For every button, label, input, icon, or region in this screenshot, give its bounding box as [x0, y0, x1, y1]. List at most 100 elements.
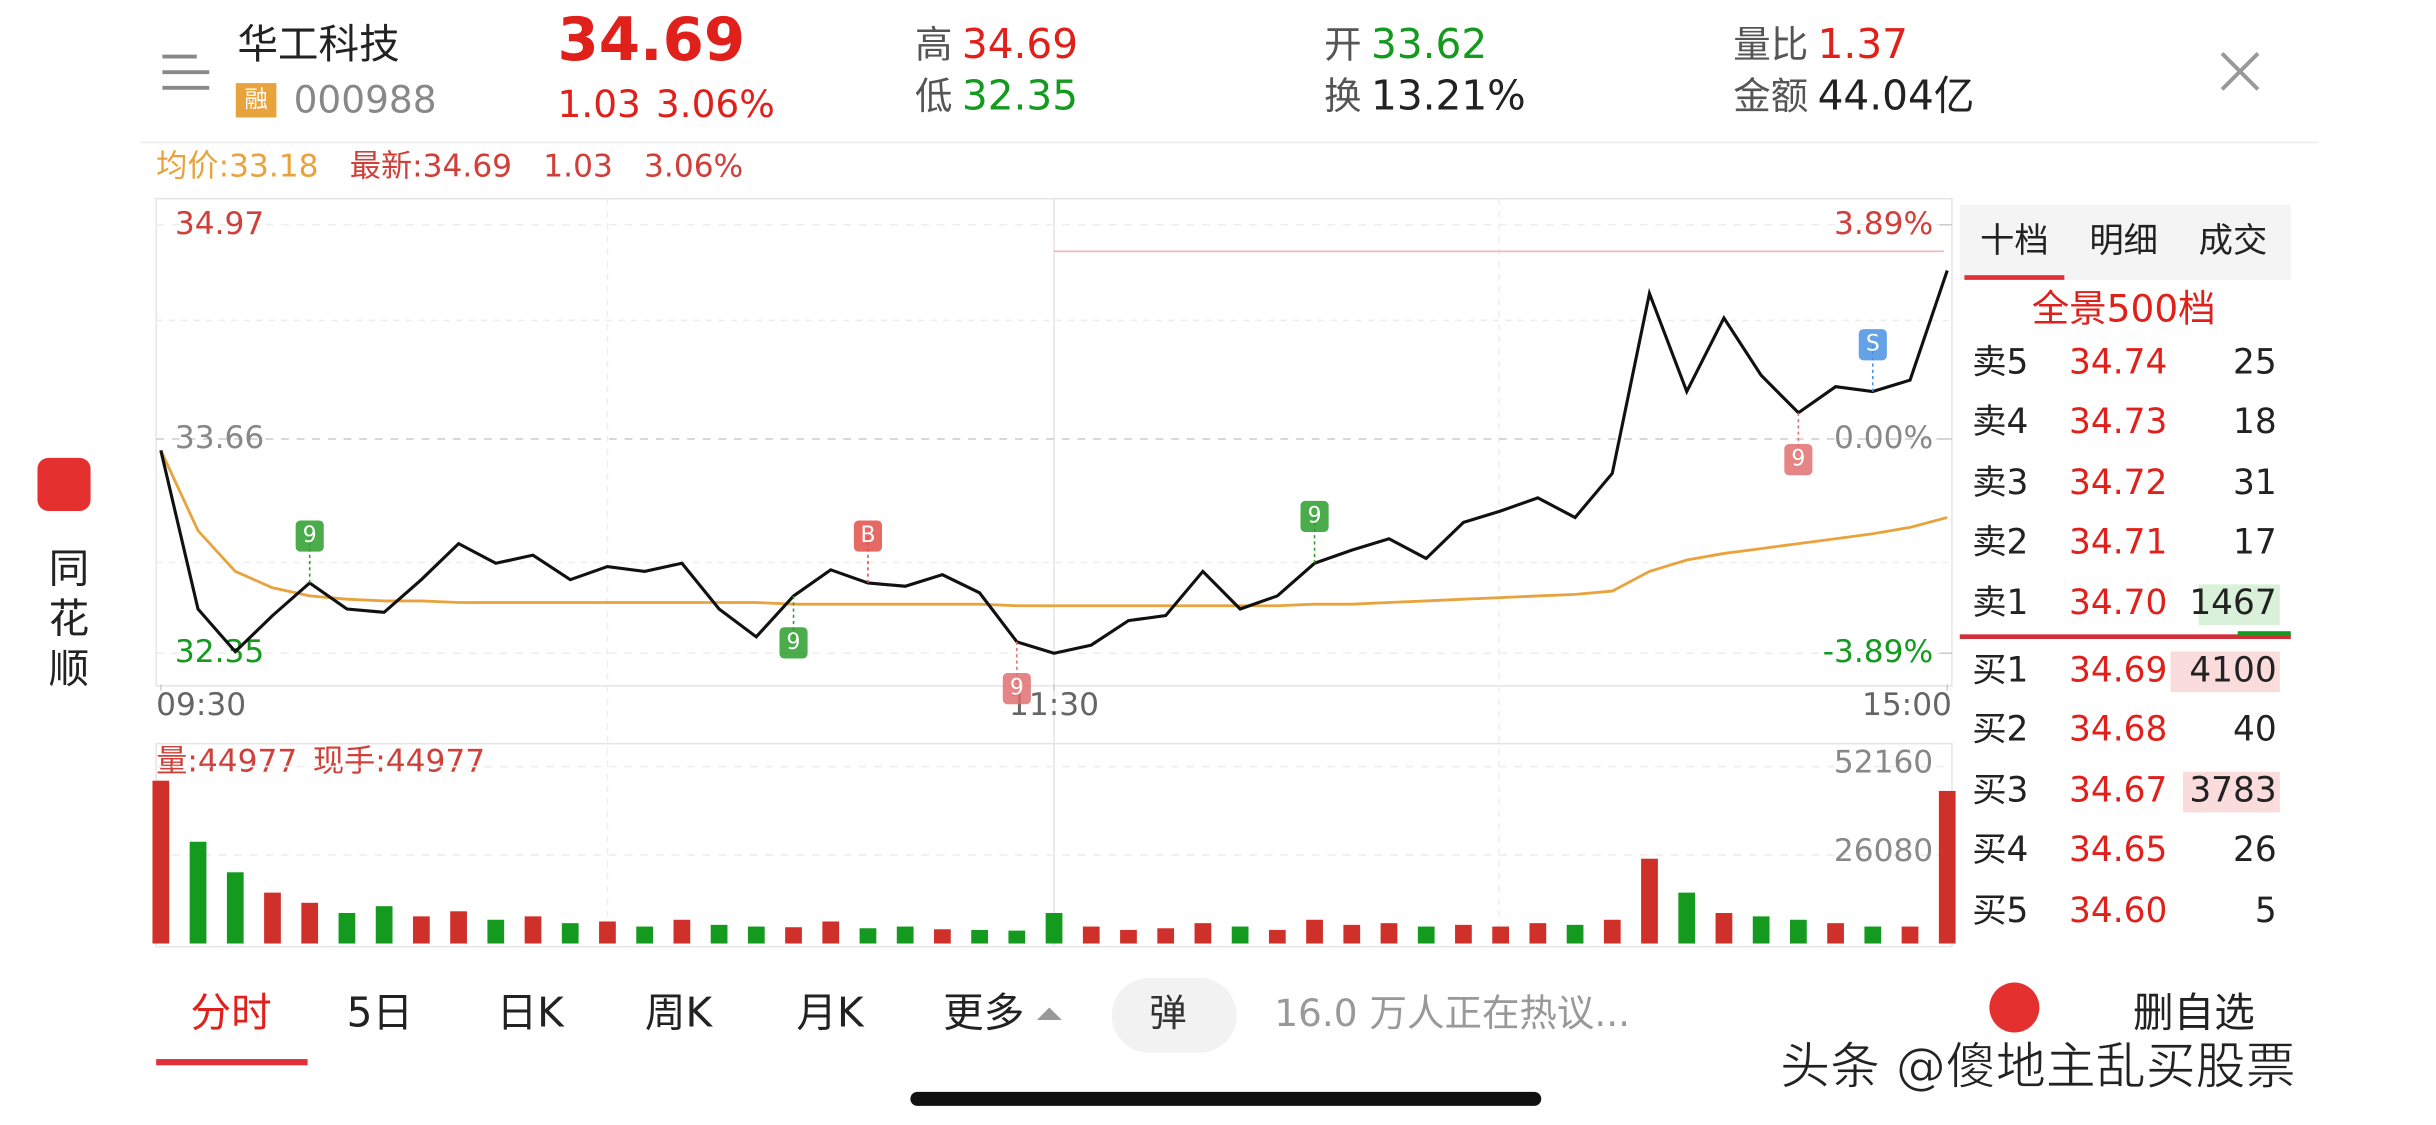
marker-label: 9	[787, 630, 801, 655]
volume-info: 现手:44977	[313, 743, 485, 779]
volume-bar	[1306, 919, 1323, 944]
book-label: 买5	[1972, 891, 2028, 931]
volume-bar	[412, 916, 430, 944]
volume-bar	[189, 841, 207, 944]
marker-label: 9	[1010, 676, 1024, 701]
book-label: 买1	[1972, 650, 2028, 690]
y-tick-label: 33.66	[175, 420, 264, 456]
period-tab[interactable]: 月K	[796, 988, 865, 1036]
price-change: 1.03	[557, 82, 640, 126]
orderbook-tabbar	[1959, 204, 2291, 280]
chart-info: 1.03	[543, 148, 613, 184]
volume-bar	[1492, 926, 1510, 944]
volume-bar	[710, 924, 728, 944]
y-tick-label: 26080	[1834, 833, 1933, 869]
stock-price: 34.69	[557, 5, 745, 74]
volume-bar	[896, 926, 914, 944]
book-qty: 18	[2233, 402, 2277, 442]
volume-bar	[1529, 923, 1547, 944]
volume-bar	[1082, 926, 1100, 944]
chart-info: 3.06%	[644, 148, 743, 184]
marker-badge	[1858, 329, 1887, 361]
danmu-button[interactable]	[1111, 977, 1237, 1053]
marker-label: B	[860, 523, 875, 548]
volume-bar	[1827, 923, 1844, 944]
close-icon[interactable]	[2220, 52, 2260, 91]
volume-bar	[636, 926, 654, 944]
stat-value: 1.37	[1818, 20, 1908, 68]
marker-label: 9	[1308, 503, 1322, 528]
volume-bar	[1045, 912, 1063, 944]
book-tab[interactable]: 十档	[1980, 221, 2049, 261]
volume-bar	[859, 928, 877, 944]
volume-bar	[1455, 924, 1472, 944]
stat-label: 换	[1324, 74, 1361, 118]
book-price: 34.74	[2069, 343, 2167, 383]
volume-bar	[561, 923, 579, 944]
volume-bar	[1008, 930, 1026, 944]
discussion[interactable]: 16.0 万人正在热议...	[1274, 991, 1630, 1035]
app-icon[interactable]	[37, 457, 91, 511]
volume-info: 量:44977	[156, 743, 297, 779]
stat-value: 32.35	[962, 72, 1078, 120]
record-button[interactable]	[1989, 982, 2040, 1033]
period-tab[interactable]: 周K	[645, 988, 714, 1036]
book-label: 买4	[1972, 830, 2028, 870]
volume-bar	[1678, 892, 1696, 944]
book-price: 34.70	[2069, 583, 2167, 623]
book-price: 34.73	[2069, 402, 2167, 442]
qty-bar	[2183, 771, 2280, 813]
marker-label: 9	[303, 523, 317, 548]
marker-label: S	[1866, 332, 1880, 357]
menu-icon[interactable]	[162, 54, 210, 90]
volume-bar	[1268, 929, 1286, 944]
book-price: 34.71	[2069, 522, 2167, 562]
volume-bar	[1417, 926, 1435, 944]
book-divider	[1959, 634, 2291, 640]
volume-bar	[152, 780, 170, 944]
qty-bar	[2170, 651, 2280, 693]
book-qty: 4100	[2189, 650, 2276, 690]
volume-bar	[301, 902, 319, 944]
book-price: 34.60	[2069, 891, 2167, 931]
book-qty: 25	[2233, 343, 2277, 383]
volume-bar	[264, 892, 281, 944]
marker-badge	[853, 520, 883, 552]
volume-bar	[1641, 858, 1658, 944]
watchlist-action[interactable]: 删自选	[2133, 988, 2255, 1036]
period-tab[interactable]: 更多	[943, 988, 1024, 1036]
volume-bar	[971, 929, 988, 944]
qty-bar	[2198, 584, 2280, 625]
stat-value: 13.21%	[1371, 72, 1526, 120]
volume-bar	[934, 929, 951, 944]
period-tab[interactable]: 5日	[347, 988, 413, 1036]
chart-info: 最新:34.69	[350, 148, 512, 184]
book-price: 34.67	[2069, 771, 2167, 811]
stat-label: 量比	[1733, 23, 1808, 67]
tab-underline	[156, 1059, 308, 1066]
volume-bar	[599, 921, 616, 944]
period-tab[interactable]: 分时	[191, 988, 272, 1036]
volume-bar	[1194, 923, 1212, 944]
book-tab[interactable]: 明细	[2089, 221, 2158, 261]
marker-label: 9	[1791, 447, 1805, 472]
volume-bar	[375, 906, 393, 944]
book-tab[interactable]: 成交	[2199, 221, 2268, 261]
stat-value: 33.62	[1371, 20, 1487, 68]
marker-badge	[779, 627, 808, 659]
period-tab[interactable]: 日K	[497, 988, 566, 1036]
price-change-pct: 3.06%	[656, 82, 775, 126]
volume-bar	[822, 921, 840, 944]
y-tick-label: 32.35	[175, 634, 264, 670]
book-label: 卖5	[1972, 343, 2028, 383]
volume-bar	[524, 916, 542, 944]
volume-bar	[1231, 926, 1249, 944]
book-label: 卖4	[1972, 402, 2028, 442]
volume-bar	[785, 927, 802, 944]
series-line	[159, 269, 1949, 655]
danmu-label[interactable]: 弹	[1149, 991, 1186, 1035]
stat-value: 34.69	[962, 20, 1078, 68]
y-tick-label: 52160	[1834, 744, 1933, 780]
volume-bar	[1566, 924, 1584, 944]
